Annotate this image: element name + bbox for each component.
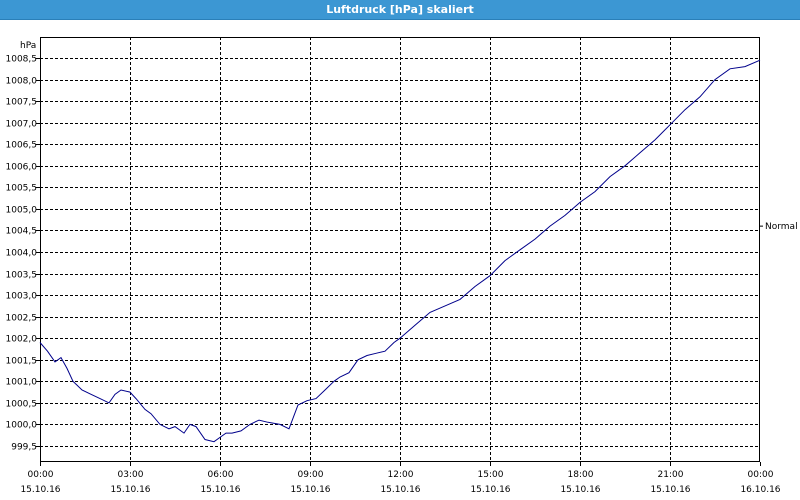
x-tick-time-label: 18:00	[568, 470, 594, 480]
annotation-layer: Normal	[760, 222, 798, 232]
y-tick-label: 1004,0	[6, 249, 38, 259]
grid-layer	[40, 37, 760, 462]
y-tick-label: 1003,0	[6, 292, 38, 302]
axis-layer: 999,5 1000,0 1000,5 1001,0 1001,5 1002,0 1002,…	[6, 55, 781, 496]
y-tick-label: 1000,0	[6, 421, 38, 431]
x-tick-date-label: 15.10.16	[110, 485, 150, 495]
x-tick-date-label: 15.10.16	[470, 485, 510, 495]
y-tick-label: 1005,5	[6, 184, 38, 194]
y-tick-label: 1003,5	[6, 271, 38, 281]
x-tick-date-label: 16.10.16	[740, 485, 780, 495]
x-tick-date-label: 15.10.16	[20, 485, 60, 495]
normal-annotation-label: Normal	[765, 222, 798, 232]
y-tick-label: 1007,0	[6, 120, 38, 130]
x-tick-time-label: 00:00	[748, 470, 774, 480]
x-tick-time-label: 09:00	[298, 470, 324, 480]
y-tick-label: 1008,0	[6, 77, 38, 87]
y-tick-label: 1000,5	[6, 400, 38, 410]
y-tick-label: 1004,5	[6, 227, 38, 237]
y-tick-label: 1005,0	[6, 206, 38, 216]
y-tick-label: 1006,0	[6, 163, 38, 173]
x-tick-date-label: 15.10.16	[290, 485, 330, 495]
x-tick-time-label: 21:00	[658, 470, 684, 480]
plot-area-frame	[40, 37, 760, 462]
y-tick-label: 1001,0	[6, 378, 38, 388]
y-tick-label: 999,5	[11, 443, 37, 453]
x-tick-time-label: 06:00	[208, 470, 234, 480]
x-tick-time-label: 00:00	[28, 470, 54, 480]
x-tick-date-label: 15.10.16	[200, 485, 240, 495]
window-title: Luftdruck [hPa] skaliert	[0, 0, 800, 20]
y-axis-unit-label: hPa	[20, 41, 36, 51]
y-tick-label: 1006,5	[6, 141, 38, 151]
x-tick-time-label: 15:00	[478, 470, 504, 480]
x-tick-date-label: 15.10.16	[560, 485, 600, 495]
y-tick-label: 1002,0	[6, 335, 38, 345]
y-tick-label: 1008,5	[6, 55, 38, 65]
y-tick-label: 1002,5	[6, 314, 38, 324]
x-tick-date-label: 15.10.16	[650, 485, 690, 495]
x-tick-time-label: 03:00	[118, 470, 144, 480]
y-tick-label: 1007,5	[6, 98, 38, 108]
x-tick-date-label: 15.10.16	[380, 485, 420, 495]
x-tick-time-label: 12:00	[388, 470, 414, 480]
pressure-series-line	[39, 59, 761, 443]
y-tick-label: 1001,5	[6, 357, 38, 367]
